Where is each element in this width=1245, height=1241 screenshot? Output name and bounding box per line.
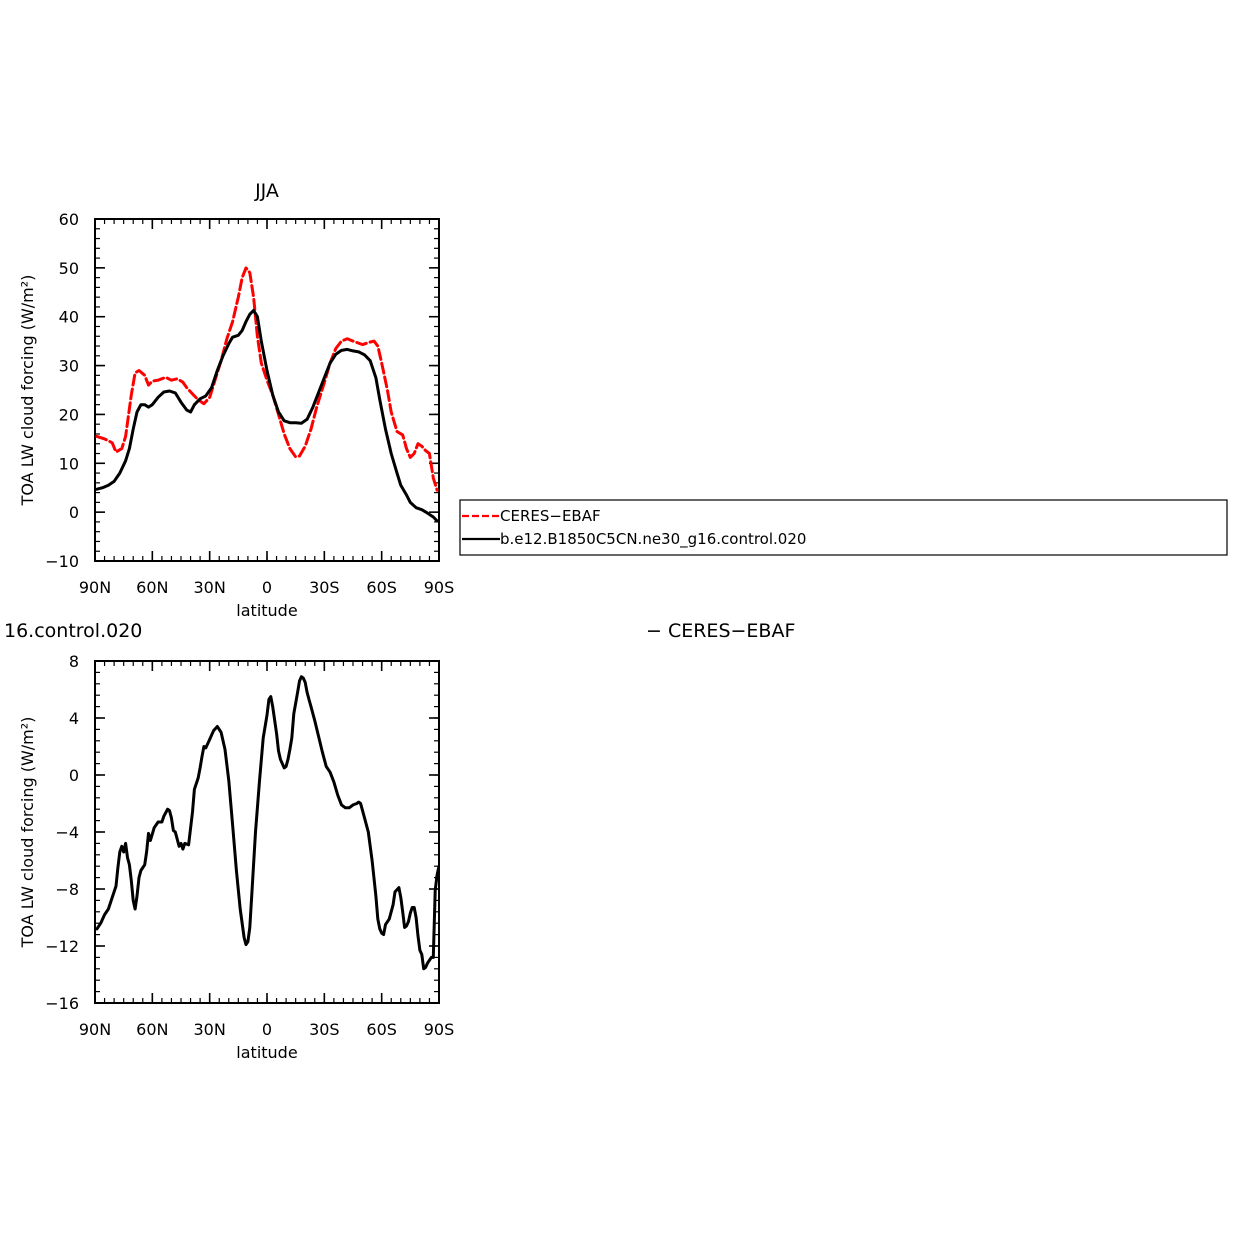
x-tick-label: 60N — [136, 578, 168, 597]
x-axis-label: latitude — [236, 601, 297, 620]
y-tick-label: 20 — [59, 405, 79, 424]
chart-title: JJA — [254, 180, 279, 202]
series-line-0 — [95, 266, 439, 492]
y-axis-label: TOA LW cloud forcing (W/m²) — [18, 717, 37, 949]
legend-label-model: b.e12.B1850C5CN.ne30_g16.control.020 — [500, 530, 806, 549]
x-tick-label: 0 — [262, 1020, 272, 1039]
series-line-1 — [95, 308, 439, 523]
series-line-0 — [95, 675, 439, 971]
x-tick-label: 90N — [79, 578, 111, 597]
x-tick-label: 0 — [262, 578, 272, 597]
y-tick-label: −8 — [55, 880, 79, 899]
y-tick-label: 30 — [59, 357, 79, 376]
chart-title: 16.control.020 — [4, 620, 142, 642]
x-tick-label: 90S — [424, 578, 455, 597]
x-axis-label: latitude — [236, 1043, 297, 1062]
y-axis-label: TOA LW cloud forcing (W/m²) — [18, 275, 37, 507]
y-tick-label: 8 — [69, 652, 79, 671]
x-tick-label: 30N — [194, 578, 226, 597]
legend-frame — [459, 499, 1228, 556]
x-tick-label: 30N — [194, 1020, 226, 1039]
y-tick-label: −4 — [55, 823, 79, 842]
x-tick-label: 60S — [366, 578, 397, 597]
y-tick-label: −10 — [45, 552, 79, 571]
x-tick-label: 90N — [79, 1020, 111, 1039]
top-panel: 90N 60N 30N 0 30S 60S 90S −10 0 10 20 30 40 50 60 latit… — [18, 180, 454, 620]
chart-title-right: − CERES−EBAF — [646, 620, 795, 642]
y-tick-label: 60 — [59, 210, 79, 229]
x-tick-label: 30S — [309, 578, 340, 597]
legend-label-ceres: CERES−EBAF — [500, 507, 601, 525]
x-tick-label: 60S — [366, 1020, 397, 1039]
y-tick-label: 10 — [59, 454, 79, 473]
x-tick-label: 30S — [309, 1020, 340, 1039]
y-tick-label: −12 — [45, 937, 79, 956]
legend: CERES−EBAF b.e12.B1850C5CN.ne30_g16.cont… — [459, 499, 1228, 556]
x-tick-label: 90S — [424, 1020, 455, 1039]
y-tick-label: −16 — [45, 994, 79, 1013]
y-tick-label: 50 — [59, 259, 79, 278]
y-tick-label: 40 — [59, 308, 79, 327]
bottom-panel: 90N 60N 30N 0 30S 60S 90S −16 −12 −8 −4 0 4 8 latitude… — [4, 620, 795, 1062]
y-tick-label: 0 — [69, 503, 79, 522]
x-tick-label: 60N — [136, 1020, 168, 1039]
y-tick-label: 4 — [69, 709, 79, 728]
y-tick-label: 0 — [69, 766, 79, 785]
